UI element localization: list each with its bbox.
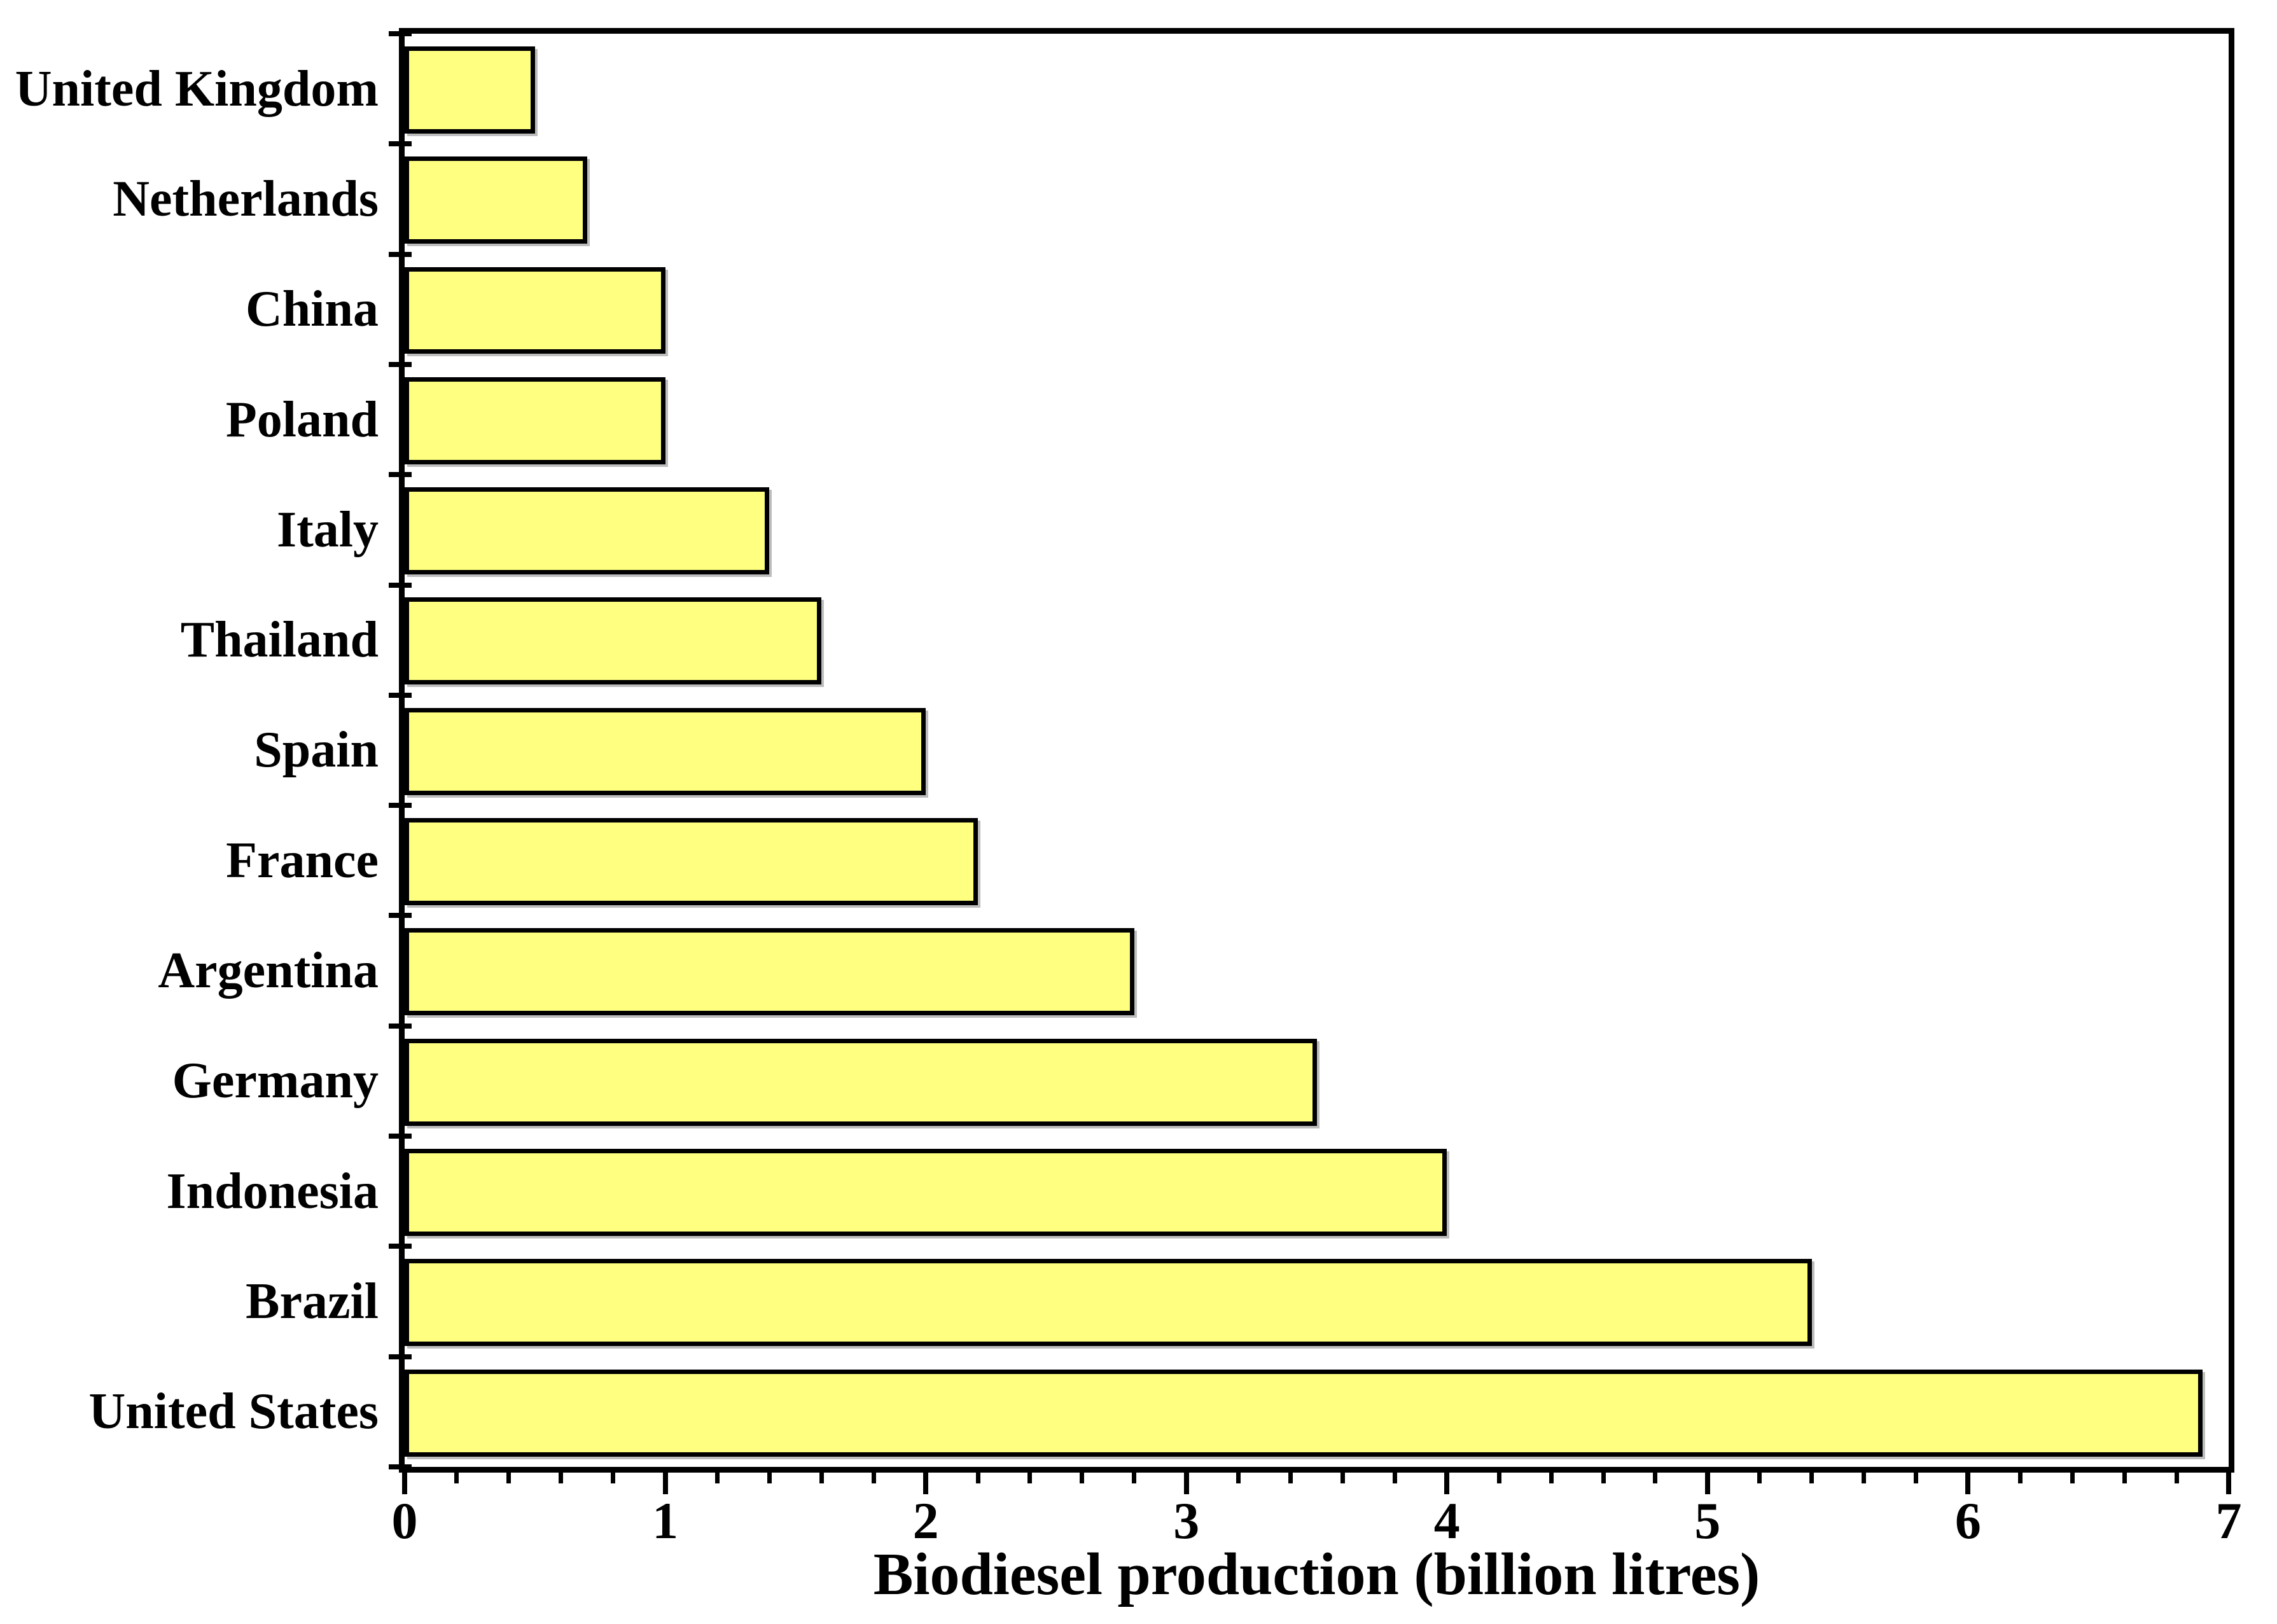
x-major-tick <box>1444 1473 1450 1494</box>
x-minor-tick <box>975 1473 980 1483</box>
y-axis-tick <box>389 1354 412 1359</box>
category-label-germany: Germany <box>172 1053 379 1109</box>
bar-argentina <box>405 928 1134 1016</box>
y-axis-tick <box>389 692 412 698</box>
bar-united-states <box>405 1369 2203 1457</box>
x-major-tick <box>662 1473 668 1494</box>
bar-indonesia <box>405 1149 1447 1236</box>
bar-united-kingdom <box>405 46 535 134</box>
x-tick-label: 1 <box>652 1492 679 1550</box>
y-axis-tick <box>389 1464 412 1469</box>
bar-germany <box>405 1038 1317 1126</box>
x-minor-tick <box>714 1473 720 1483</box>
bar-france <box>405 818 978 905</box>
category-label-united-kingdom: United Kingdom <box>15 60 379 117</box>
x-major-tick <box>923 1473 929 1494</box>
x-minor-tick <box>611 1473 616 1483</box>
x-tick-label: 4 <box>1433 1492 1460 1550</box>
y-axis-tick <box>389 1023 412 1029</box>
x-tick-label: 0 <box>391 1492 418 1550</box>
x-minor-tick <box>767 1473 772 1483</box>
x-minor-tick <box>1080 1473 1085 1483</box>
x-minor-tick <box>1236 1473 1241 1483</box>
x-minor-tick <box>559 1473 564 1483</box>
x-major-tick <box>1965 1473 1971 1494</box>
category-label-china: China <box>246 281 379 338</box>
bar-italy <box>405 487 770 575</box>
bar-thailand <box>405 597 822 685</box>
x-minor-tick <box>1862 1473 1867 1483</box>
y-axis-tick <box>389 361 412 367</box>
x-tick-label: 3 <box>1173 1492 1200 1550</box>
x-minor-tick <box>2070 1473 2075 1483</box>
x-minor-tick <box>1601 1473 1606 1483</box>
y-axis-tick <box>389 582 412 588</box>
category-label-argentina: Argentina <box>158 943 379 999</box>
category-label-netherlands: Netherlands <box>113 170 379 227</box>
category-label-france: France <box>226 832 379 889</box>
x-tick-label: 7 <box>2215 1492 2242 1550</box>
x-axis-title: Biodiesel production (billion litres) <box>873 1541 1760 1607</box>
x-minor-tick <box>2174 1473 2179 1483</box>
y-axis-tick <box>389 472 412 478</box>
y-axis-tick <box>389 251 412 257</box>
x-tick-label: 6 <box>1954 1492 1981 1550</box>
category-label-italy: Italy <box>277 501 379 558</box>
x-minor-tick <box>2122 1473 2127 1483</box>
category-label-thailand: Thailand <box>180 612 379 669</box>
x-minor-tick <box>1132 1473 1137 1483</box>
x-minor-tick <box>1757 1473 1762 1483</box>
y-axis-tick <box>389 803 412 809</box>
bar-netherlands <box>405 156 587 244</box>
bar-spain <box>405 707 926 795</box>
y-axis-tick <box>389 1244 412 1249</box>
x-minor-tick <box>1809 1473 1814 1483</box>
x-minor-tick <box>1653 1473 1658 1483</box>
x-major-tick <box>2226 1473 2231 1494</box>
bar-china <box>405 267 665 354</box>
x-minor-tick <box>1340 1473 1345 1483</box>
x-minor-tick <box>1549 1473 1554 1483</box>
category-label-poland: Poland <box>225 391 379 448</box>
x-minor-tick <box>819 1473 824 1483</box>
x-major-tick <box>1704 1473 1710 1494</box>
x-minor-tick <box>1288 1473 1293 1483</box>
y-axis-tick <box>389 913 412 919</box>
x-minor-tick <box>871 1473 876 1483</box>
x-tick-label: 2 <box>912 1492 939 1550</box>
y-axis-tick <box>389 31 412 36</box>
x-minor-tick <box>2017 1473 2023 1483</box>
y-axis-tick <box>389 141 412 147</box>
x-tick-label: 5 <box>1694 1492 1721 1550</box>
category-label-spain: Spain <box>254 722 379 779</box>
bar-poland <box>405 377 665 464</box>
x-minor-tick <box>1027 1473 1033 1483</box>
x-minor-tick <box>454 1473 459 1483</box>
x-minor-tick <box>1496 1473 1501 1483</box>
plot-area: Biodiesel production (billion litres) Un… <box>15 28 2242 1607</box>
category-label-united-states: United States <box>88 1384 379 1440</box>
bar-brazil <box>405 1259 1812 1347</box>
category-label-indonesia: Indonesia <box>166 1163 379 1219</box>
x-minor-tick <box>1392 1473 1397 1483</box>
x-major-tick <box>1183 1473 1189 1494</box>
x-major-tick <box>402 1473 407 1494</box>
y-axis-tick <box>389 1134 412 1139</box>
x-minor-tick <box>506 1473 512 1483</box>
x-minor-tick <box>1914 1473 1918 1483</box>
category-label-brazil: Brazil <box>246 1274 379 1330</box>
